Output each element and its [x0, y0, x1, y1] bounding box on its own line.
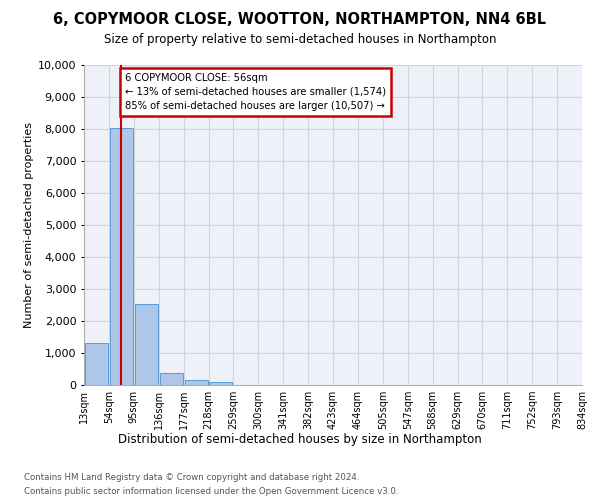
Text: 6, COPYMOOR CLOSE, WOOTTON, NORTHAMPTON, NN4 6BL: 6, COPYMOOR CLOSE, WOOTTON, NORTHAMPTON,… [53, 12, 547, 28]
Bar [85, 343, 108, 385]
Text: 6 COPYMOOR CLOSE: 56sqm
← 13% of semi-detached houses are smaller (1,574)
85% of: 6 COPYMOOR CLOSE: 56sqm ← 13% of semi-de… [125, 73, 386, 111]
Bar [135, 304, 158, 385]
Text: Size of property relative to semi-detached houses in Northampton: Size of property relative to semi-detach… [104, 32, 496, 46]
Text: Contains HM Land Registry data © Crown copyright and database right 2024.: Contains HM Land Registry data © Crown c… [24, 472, 359, 482]
Text: Distribution of semi-detached houses by size in Northampton: Distribution of semi-detached houses by … [118, 432, 482, 446]
Text: Contains public sector information licensed under the Open Government Licence v3: Contains public sector information licen… [24, 488, 398, 496]
Bar [185, 380, 208, 385]
Bar [110, 128, 133, 385]
Bar [209, 382, 232, 385]
Bar [160, 372, 182, 385]
Y-axis label: Number of semi-detached properties: Number of semi-detached properties [23, 122, 34, 328]
